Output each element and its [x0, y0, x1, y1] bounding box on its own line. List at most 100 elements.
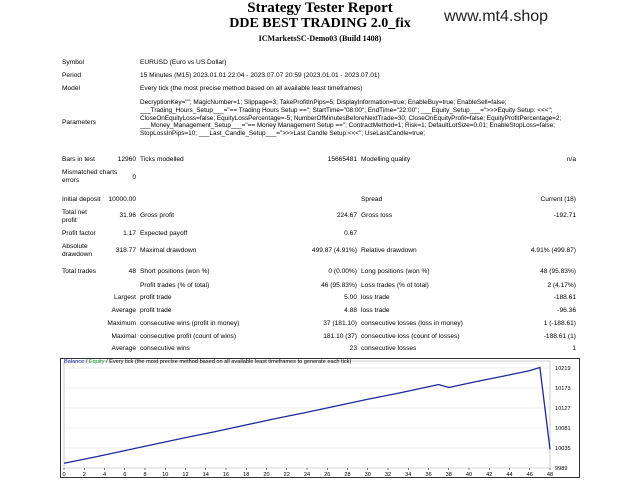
x-tick-label-6: 12: [182, 472, 188, 478]
grossloss-label: Gross loss: [361, 212, 393, 219]
spread-value: Current (18): [540, 196, 576, 203]
avg-cl-label: consecutive losses: [361, 345, 417, 352]
payoff-label: Expected payoff: [140, 230, 188, 237]
x-tick-label-3: 6: [123, 472, 126, 478]
long-label: Long positions (won %): [361, 268, 430, 275]
y-tick-label-0: 10219: [555, 366, 571, 372]
absdd-value: 318.77: [115, 247, 136, 254]
x-tick-label-15: 30: [365, 472, 371, 478]
mismatch-label: Mismatched charts errors: [62, 169, 118, 184]
max-cw-value: 37 (181.10): [323, 320, 357, 327]
deposit-value: 10000.00: [108, 196, 136, 203]
x-tick-label-4: 8: [143, 472, 146, 478]
plot-area: [63, 360, 551, 469]
mxl-cp-label: consecutive profit (count of wins): [140, 333, 237, 340]
reldd-value: 4.91% (499.87): [530, 247, 576, 254]
largest-label: Largest: [114, 294, 136, 301]
average-loss-value: -96.36: [557, 307, 576, 314]
quality-value: n/a: [566, 156, 576, 163]
loss-trades-label: Loss trades (% of total): [361, 282, 429, 289]
y-tick-label-2: 10127: [555, 406, 571, 412]
legend-sep-1: /: [84, 359, 89, 365]
short-value: 0 (0.00%): [328, 268, 357, 275]
mxl-cl-value: -188.61 (1): [543, 333, 576, 340]
average-label: Average: [111, 307, 136, 314]
payoff-value: 0.67: [344, 230, 357, 237]
legend-model: Every tick (the most precise method base…: [109, 359, 352, 365]
legend-sep-2: /: [104, 359, 110, 365]
x-tick-label-22: 44: [506, 472, 512, 478]
report-title: Strategy Tester Report: [247, 0, 393, 16]
netprofit-value: 31.96: [119, 212, 136, 219]
grossloss-value: -192.71: [553, 212, 576, 219]
max-cl-label: consecutive losses (loss in money): [361, 320, 463, 327]
x-tick-label-23: 46: [527, 472, 533, 478]
bars-label: Bars in test: [62, 156, 95, 163]
largest-loss-label: loss trade: [361, 294, 390, 301]
y-axis-ticks: 10219 10173 10127 10081 10035 9989: [555, 366, 571, 472]
x-tick-label-11: 22: [284, 472, 290, 478]
average-loss-label: loss trade: [361, 307, 390, 314]
x-tick-label-12: 24: [304, 472, 310, 478]
y-tick-label-1: 10173: [555, 386, 571, 392]
short-label: Short positions (won %): [140, 268, 210, 275]
grossprofit-value: 224.67: [336, 212, 357, 219]
x-tick-label-8: 16: [223, 472, 229, 478]
period-label: Period: [62, 72, 82, 79]
x-tick-label-2: 4: [103, 472, 106, 478]
maxdd-value: 499.87 (4.91%): [311, 247, 357, 254]
y-tick-label-5: 9989: [555, 466, 567, 472]
avg-cw-label: consecutive wins: [140, 345, 190, 352]
x-tick-label-1: 2: [83, 472, 86, 478]
y-tick-label-4: 10035: [555, 446, 571, 452]
symbol-label: Symbol: [62, 59, 84, 66]
maximal-label: Maximal: [111, 333, 136, 340]
parameters-label: Parameters: [62, 119, 97, 126]
legend-balance: Balance: [64, 359, 85, 365]
balance-line-0: [63, 366, 551, 464]
x-tick-label-0: 0: [62, 472, 65, 478]
mxl-cp-value: 181.10 (37): [323, 333, 357, 340]
average-profit-value: 4.88: [344, 307, 357, 314]
account-server: ICMarketsSC-Demo03 (Build 1408): [258, 34, 382, 43]
x-tick-label-5: 10: [162, 472, 168, 478]
max-cw-label: consecutive wins (profit in money): [140, 320, 240, 327]
model-label: Model: [62, 85, 80, 92]
pf-value: 1.17: [123, 230, 136, 237]
max-cl-value: 1 (-188.61): [543, 320, 576, 327]
x-tick-label-7: 14: [203, 472, 209, 478]
x-tick-label-10: 20: [263, 472, 269, 478]
x-tick-label-13: 26: [324, 472, 330, 478]
long-value: 48 (95.83%): [540, 268, 576, 275]
x-tick-label-18: 36: [425, 472, 431, 478]
largest-loss-value: -188.61: [553, 294, 576, 301]
x-tick-label-19: 38: [446, 472, 452, 478]
bars-value: 12960: [117, 156, 136, 163]
ticks-value: 15665481: [327, 156, 357, 163]
x-tick-label-14: 28: [344, 472, 350, 478]
avg2-label: Average: [111, 345, 136, 352]
largest-profit-value: 5.00: [344, 294, 357, 301]
ticks-label: Ticks modelled: [140, 156, 184, 163]
netprofit-label: Total net profit: [62, 209, 87, 224]
maxdd-label: Maximal drawdown: [140, 247, 197, 254]
absdd-label: Absolute drawdown: [62, 243, 93, 258]
x-tick-label-20: 40: [466, 472, 472, 478]
grossprofit-label: Gross profit: [140, 212, 175, 219]
loss-trades-value: 2 (4.17%): [547, 282, 576, 289]
trades-label: Total trades: [62, 268, 97, 275]
expert-name: DDE BEST TRADING 2.0_fix: [229, 16, 411, 31]
mismatch-value: 0: [132, 174, 136, 181]
reldd-label: Relative drawdown: [361, 247, 417, 254]
balance-chart: 10219 10173 10127 10081 10035 9989 0 2 4 6 8 10 12 1…: [60, 358, 580, 478]
profit-trades-value: 46 (95.83%): [321, 282, 357, 289]
symbol-value: EURUSD (Euro vs US Dollar): [140, 59, 227, 66]
pf-label: Profit factor: [62, 230, 96, 237]
largest-profit-label: profit trade: [140, 294, 172, 301]
spread-label: Spread: [361, 196, 383, 203]
chart-frame: [60, 358, 580, 478]
average-profit-label: profit trade: [140, 307, 172, 314]
mxl-cl-label: consecutive loss (count of losses): [361, 333, 460, 340]
period-value: 15 Minutes (M15) 2023.01.01 22:04 - 2023…: [140, 72, 380, 79]
x-tick-label-24: 48: [547, 472, 553, 478]
